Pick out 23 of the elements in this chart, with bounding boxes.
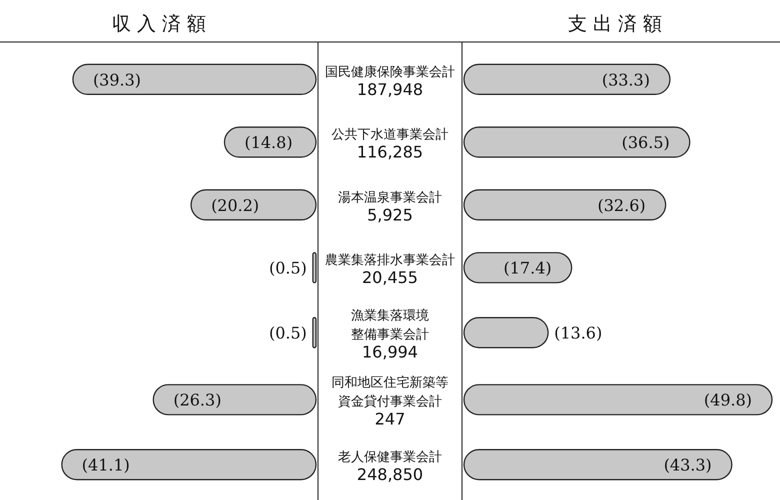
data-label: (20.2): [211, 196, 260, 215]
y-tick-label: 老人保健事業会計 248,850: [338, 450, 442, 484]
data-label: (32.6): [598, 196, 646, 215]
chart-title: 収入済額: [112, 13, 212, 35]
y-tick-label: 公共下水道事業会計 116,285: [332, 128, 448, 162]
data-label: (39.3): [92, 70, 142, 90]
data-label: (17.4): [504, 258, 552, 278]
y-tick-label: 漁業集落環境整備事業会計 16,994: [351, 308, 429, 362]
data-label: (26.3): [173, 390, 222, 410]
data-label: (0.5): [268, 258, 307, 278]
data-label: (49.8): [704, 390, 752, 410]
data-label: (43.3): [664, 456, 712, 475]
data-label: (13.6): [554, 324, 602, 343]
y-tick-label: 湯本温泉事業会計 5,925: [338, 190, 442, 224]
data-label: (14.8): [244, 133, 293, 152]
data-label: (36.5): [622, 133, 670, 152]
data-label: (33.3): [602, 70, 650, 90]
y-tick-label: 国民健康保険事業会計 187,948: [325, 64, 455, 99]
data-label: (41.1): [82, 456, 130, 475]
chart-title: 支出済額: [568, 13, 668, 35]
data-label: (0.5): [268, 324, 307, 343]
y-tick-label: 同和地区住宅新築等資金貸付事業会計 247: [332, 374, 448, 429]
y-tick-label: 農業集落排水事業会計 20,455: [325, 253, 455, 288]
